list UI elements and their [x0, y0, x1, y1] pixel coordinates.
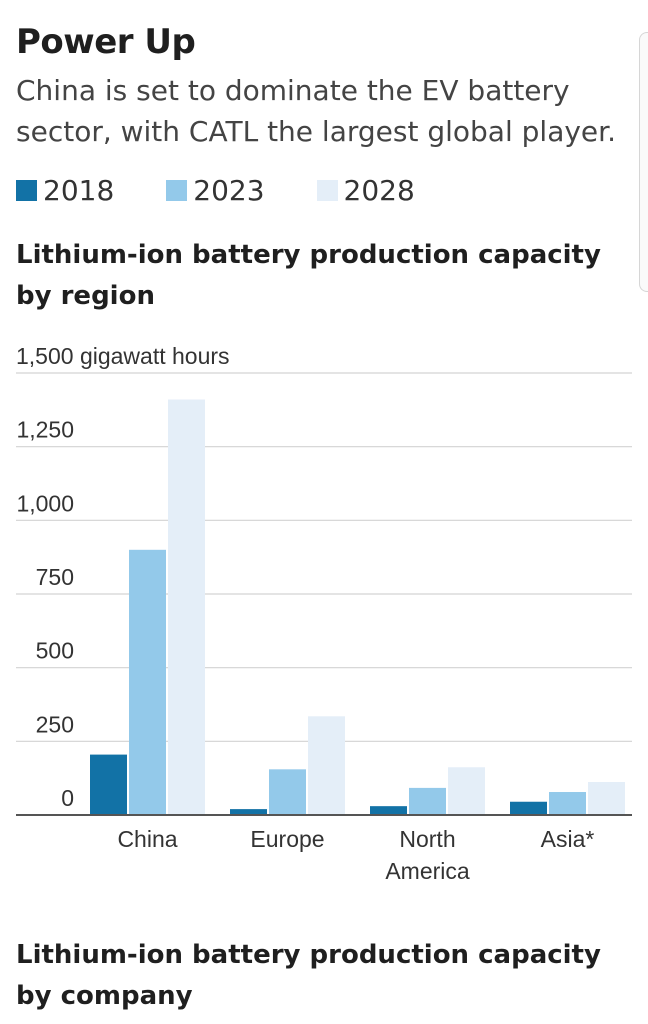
legend-swatch-2018 — [16, 179, 37, 201]
chart-legend: 2018 2023 2028 — [16, 172, 467, 208]
bar-2023-3 — [549, 792, 586, 815]
category-label-3: Asia* — [541, 826, 595, 852]
bar-2018-1 — [230, 809, 267, 815]
dek: China is set to dominate the EV battery … — [16, 74, 616, 148]
bar-2018-3 — [510, 801, 547, 815]
legend-item-2023: 2023 — [166, 173, 265, 207]
bar-2023-0 — [129, 549, 166, 815]
category-label-line: America — [385, 858, 470, 884]
category-label-2: North America — [385, 826, 470, 884]
y-tick-label: 1,000 — [16, 490, 74, 516]
y-axis-unit-label: 1,500 gigawatt hours — [16, 343, 230, 369]
bar-2028-1 — [308, 716, 345, 815]
bar-2028-0 — [168, 399, 205, 815]
bar-2028-3 — [588, 781, 625, 815]
bar-2028-2 — [448, 767, 485, 815]
bar-2023-1 — [269, 769, 306, 815]
y-tick-label: 500 — [36, 638, 74, 664]
category-label-line: China — [117, 826, 177, 852]
chart-title: Lithium-ion battery production capacity … — [16, 240, 601, 311]
legend-swatch-2028 — [316, 179, 338, 201]
second-chart-title: Lithium-ion battery production capacity … — [16, 940, 601, 1011]
y-tick-label: 1,250 — [16, 417, 74, 443]
scroll-indicator[interactable] — [639, 32, 648, 292]
y-tick-label: 750 — [36, 564, 74, 590]
category-label-1: Europe — [250, 826, 324, 852]
y-tick-label: 250 — [36, 711, 74, 737]
category-label-0: China — [117, 826, 177, 852]
region-capacity-bar-chart: 0 250 500 750 1,000 1,250 1,500 gigawatt hours… — [16, 343, 632, 884]
category-label-line: Europe — [250, 826, 324, 852]
legend-label-2028: 2028 — [343, 173, 415, 207]
y-tick-label: 0 — [61, 785, 74, 811]
legend-label-2023: 2023 — [193, 173, 265, 207]
bar-2023-2 — [409, 787, 446, 815]
bar-2018-2 — [370, 806, 407, 815]
legend-swatch-2023 — [166, 179, 188, 201]
bar-2018-0 — [90, 754, 127, 815]
category-label-line: Asia* — [541, 826, 595, 852]
legend-item-2028: 2028 — [316, 173, 415, 207]
legend-item-2018: 2018 — [16, 174, 114, 207]
legend-label-2018: 2018 — [43, 173, 115, 207]
category-label-line: North — [399, 826, 455, 852]
headline: Power Up — [16, 22, 196, 62]
